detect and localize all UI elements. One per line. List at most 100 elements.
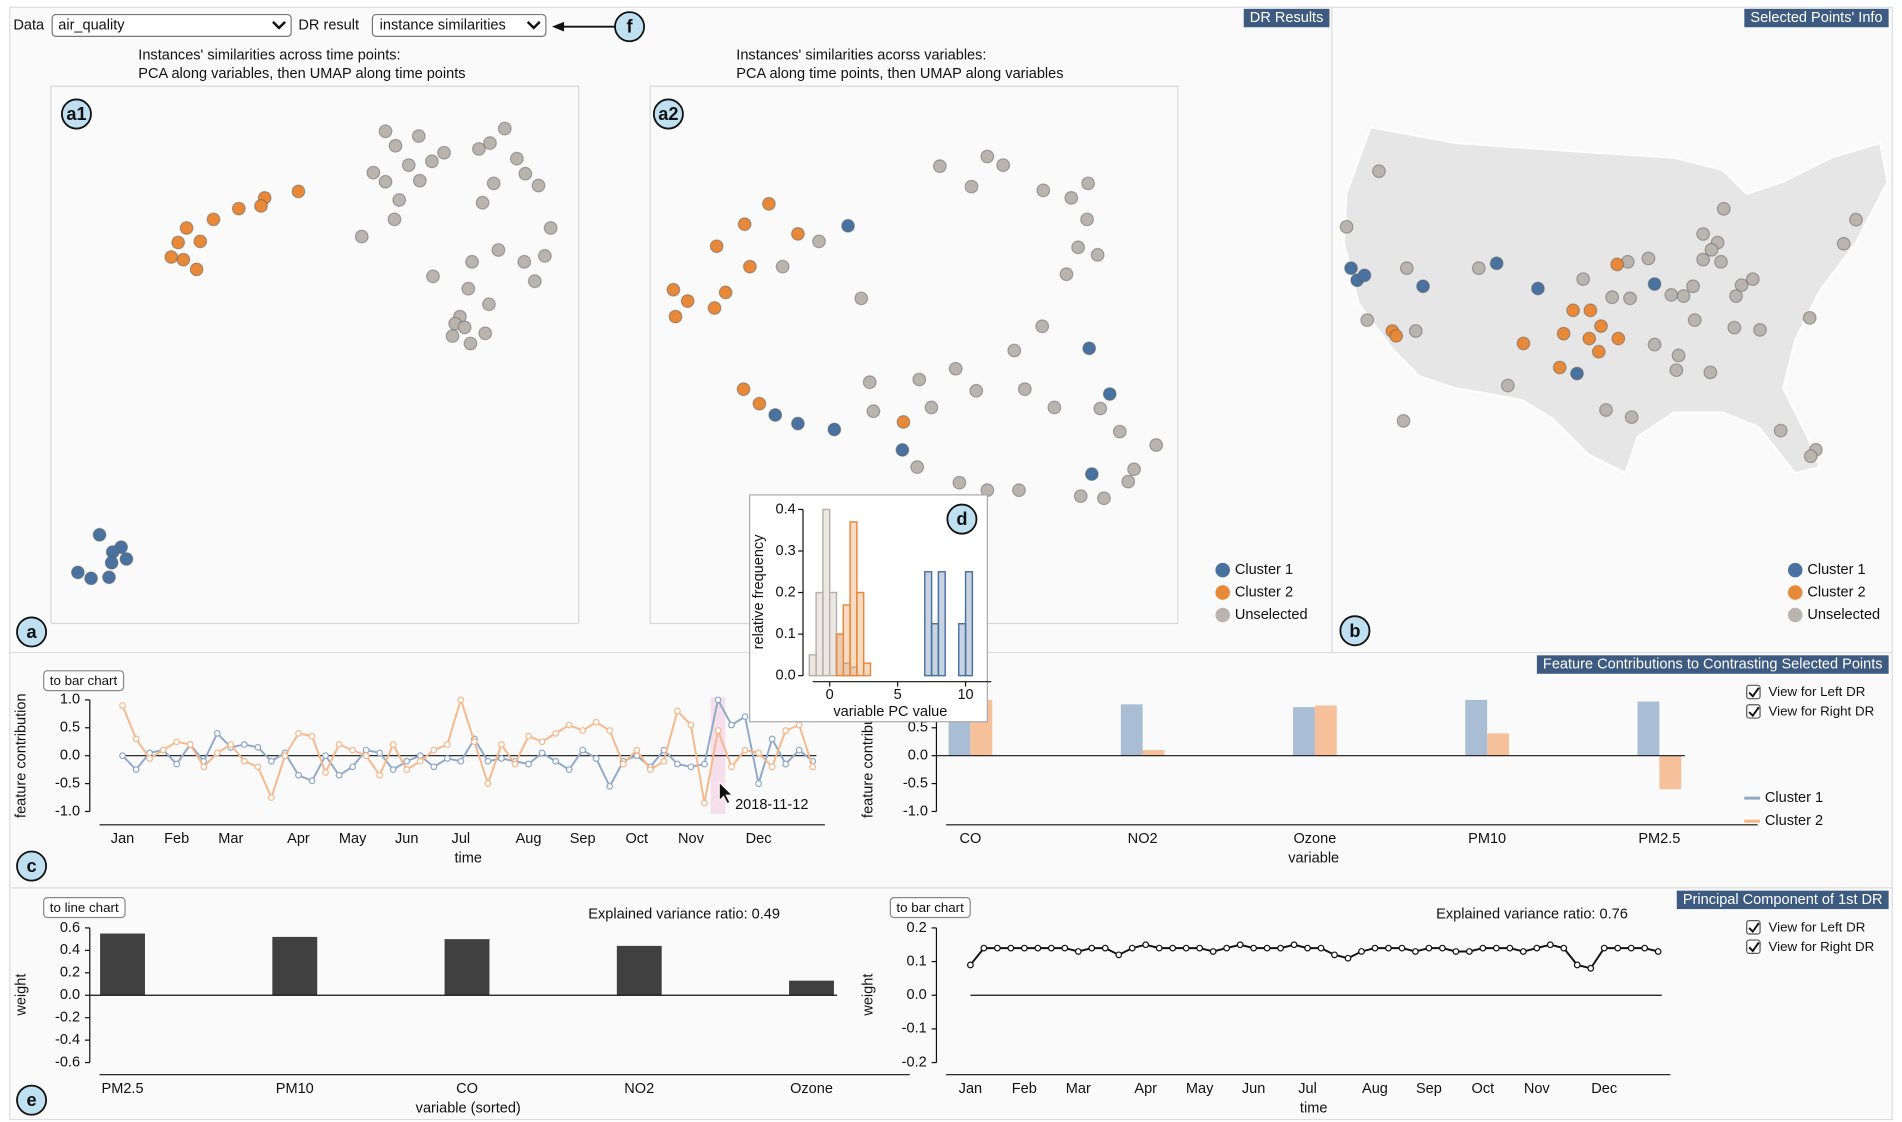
chart-line: 1.0 0.5 0.0 -0.5 -1.0 feature contribution tim…	[14, 670, 1823, 867]
bar	[444, 939, 490, 996]
dr-select[interactable]: instance similarities	[371, 13, 547, 37]
x-tick-label: Nov	[1524, 1081, 1551, 1097]
line-point	[1034, 944, 1042, 952]
line-point	[1182, 944, 1190, 952]
point	[193, 234, 208, 249]
point	[84, 571, 98, 586]
line-point	[1627, 944, 1635, 952]
point	[517, 254, 532, 269]
select-value[interactable]: instance similarities	[380, 17, 506, 33]
point	[1703, 365, 1718, 380]
chart-subtitle: PCA along time points, then UMAP along v…	[736, 66, 1063, 82]
chart-scatter: Cluster 1 Cluster 2 Unselected	[1339, 164, 1880, 623]
x-axis-label: time	[1300, 1101, 1327, 1117]
line-point	[1007, 944, 1015, 952]
checkmark[interactable]	[1748, 706, 1760, 718]
x-tick-label: Sep	[1416, 1081, 1442, 1097]
line-point	[795, 746, 803, 754]
point	[1396, 413, 1411, 428]
point	[768, 408, 783, 422]
point	[475, 195, 490, 210]
point	[1012, 483, 1026, 498]
checkbox[interactable]	[1746, 920, 1761, 935]
line-point	[322, 769, 329, 776]
panel-title: Feature Contributions to Contrasting Sel…	[1543, 657, 1883, 673]
x-tick-label: Jul	[1298, 1081, 1317, 1097]
button[interactable]	[43, 897, 126, 919]
data-select[interactable]: air_quality	[51, 13, 292, 37]
button-label[interactable]: to line chart	[50, 900, 119, 915]
point	[119, 552, 134, 566]
line-point	[119, 752, 126, 760]
x-axis-label: variable	[1288, 851, 1339, 867]
line-point	[416, 752, 424, 760]
bar	[272, 936, 318, 996]
marker-circle	[16, 850, 48, 882]
y-axis-label: feature contribution	[14, 693, 30, 818]
checkmark[interactable]	[1748, 687, 1760, 698]
line-point	[741, 746, 749, 754]
point	[1623, 291, 1637, 306]
point	[1624, 410, 1639, 425]
line-point	[660, 757, 668, 765]
line-point	[673, 760, 681, 768]
line-point	[349, 746, 356, 754]
point	[1836, 236, 1851, 251]
checkbox-label[interactable]: View for Left DR	[1769, 919, 1866, 934]
point	[104, 555, 119, 570]
panel-title: Principal Component of 1st DR	[1683, 892, 1883, 908]
point	[1112, 424, 1127, 439]
button-label[interactable]: to bar chart	[896, 900, 964, 915]
annotation: Explained variance ratio: 0.49	[588, 906, 780, 922]
line-point	[687, 721, 695, 729]
point	[791, 416, 805, 431]
line-point	[498, 741, 505, 748]
legend-label: Unselected	[1807, 607, 1880, 623]
line-point	[606, 782, 614, 790]
line-point	[538, 738, 546, 746]
point	[1035, 319, 1050, 334]
x-tick-label: Mar	[1066, 1081, 1091, 1097]
line-point	[227, 741, 235, 748]
button[interactable]	[889, 897, 971, 919]
x-tick-label: Dec	[746, 831, 772, 847]
checkbox[interactable]	[1746, 684, 1761, 700]
x-tick-label: PM2.5	[1638, 831, 1680, 847]
line-point	[1290, 941, 1298, 949]
select-chevron[interactable]	[272, 20, 286, 30]
line-point	[484, 757, 492, 765]
marker-label: a2	[658, 104, 678, 124]
checkmark[interactable]	[1748, 922, 1760, 934]
button-label[interactable]: to bar chart	[50, 673, 118, 688]
checkbox[interactable]	[1746, 704, 1761, 719]
histogram-bin	[924, 571, 933, 677]
x-tick-label: Jan	[111, 831, 134, 847]
line-point	[173, 760, 181, 768]
line-point	[1209, 948, 1217, 955]
checkbox-label[interactable]: View for Right DR	[1769, 939, 1875, 954]
line-point	[1546, 941, 1554, 949]
point	[1339, 219, 1354, 234]
line-point	[552, 757, 559, 765]
point	[812, 234, 826, 249]
point	[518, 166, 533, 181]
select-chevron[interactable]	[526, 20, 541, 30]
select-value[interactable]: air_quality	[58, 17, 125, 33]
line-point	[782, 727, 790, 734]
line-point	[701, 760, 708, 768]
chart-title: Instances' similarities across time poin…	[138, 48, 400, 64]
line-point	[132, 735, 140, 743]
point	[996, 158, 1011, 173]
bar	[789, 980, 834, 996]
point	[1090, 247, 1105, 262]
button[interactable]	[43, 670, 125, 692]
checkbox-label[interactable]: View for Left DR	[1769, 684, 1866, 699]
select-box[interactable]	[51, 13, 292, 37]
point	[742, 259, 757, 274]
checkbox[interactable]	[1746, 939, 1761, 955]
checkbox-label[interactable]: View for Right DR	[1769, 704, 1875, 719]
point	[1084, 467, 1099, 481]
point	[482, 297, 496, 312]
select-box[interactable]	[371, 13, 547, 37]
checkmark[interactable]	[1748, 941, 1760, 953]
